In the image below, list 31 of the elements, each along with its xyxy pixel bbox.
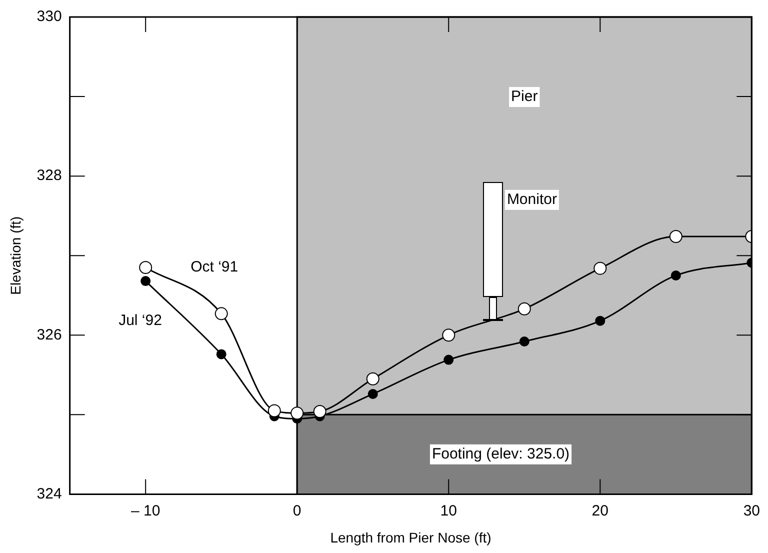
y-tick-label: 326 bbox=[36, 326, 62, 344]
point bbox=[368, 388, 378, 399]
x-tick-label: 20 bbox=[592, 502, 608, 520]
point bbox=[670, 270, 681, 280]
point bbox=[669, 230, 682, 244]
x-axis-title: Length from Pier Nose (ft) bbox=[330, 529, 492, 546]
point bbox=[442, 328, 456, 342]
series-label: Oct ‘91 bbox=[190, 258, 238, 276]
point bbox=[595, 316, 606, 326]
point bbox=[519, 336, 530, 346]
y-tick-label: 328 bbox=[36, 167, 62, 184]
point bbox=[268, 404, 281, 418]
x-tick-label: – 10 bbox=[130, 502, 160, 520]
point bbox=[594, 262, 607, 275]
point bbox=[444, 354, 454, 365]
annotation: Monitor bbox=[506, 191, 557, 208]
point bbox=[518, 302, 531, 316]
y-tick-label: 330 bbox=[36, 8, 62, 26]
point bbox=[216, 349, 226, 360]
band-label: Pier bbox=[511, 88, 538, 106]
point bbox=[290, 406, 304, 420]
y-tick-label: 324 bbox=[36, 485, 62, 502]
point bbox=[140, 276, 151, 286]
x-tick-label: 10 bbox=[440, 502, 457, 520]
x-tick-label: 0 bbox=[292, 502, 302, 520]
band-label: Footing (elev: 325.0) bbox=[432, 446, 570, 463]
series-label: Jul ‘92 bbox=[118, 312, 162, 330]
y-axis-title: Elevation (ft) bbox=[7, 216, 24, 295]
point bbox=[313, 404, 326, 418]
x-tick-label: 30 bbox=[743, 502, 760, 520]
point bbox=[366, 372, 380, 386]
